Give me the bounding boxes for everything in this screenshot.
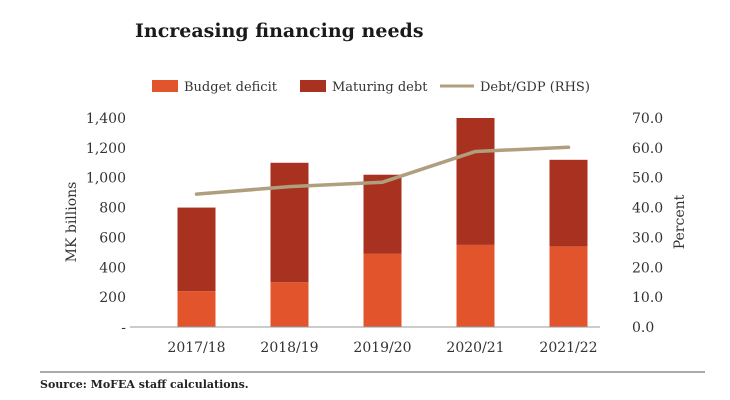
right-tick-label: 20.0 — [632, 260, 663, 276]
x-tick-label: 2019/20 — [353, 340, 411, 356]
right-tick-label: 30.0 — [632, 230, 663, 246]
legend-swatch-1 — [300, 80, 326, 92]
right-axis-ticks: 0.0 10.0 20.0 30.0 40.0 50.0 60.0 70.0 — [632, 111, 663, 336]
maturing-debt-bar-4 — [549, 159, 588, 247]
maturing-debt-bar-1 — [270, 162, 309, 283]
budget-deficit-bar-0 — [177, 291, 216, 327]
maturing-debt-bar-2 — [363, 174, 402, 254]
budget-deficit-bar-3 — [456, 244, 495, 327]
budget-deficit-bar-1 — [270, 282, 309, 327]
budget-deficit-bar-2 — [363, 253, 402, 327]
x-axis-ticks: 2017/18 2018/19 2019/20 2020/21 2021/22 — [167, 340, 597, 356]
bar-series-group — [177, 118, 588, 327]
left-tick-label: 800 — [99, 201, 126, 217]
left-tick-label: 1,000 — [86, 171, 126, 187]
legend-label-1: Maturing debt — [332, 80, 428, 95]
right-tick-label: 40.0 — [632, 201, 663, 217]
left-tick-label: 400 — [99, 260, 126, 276]
legend-label-2: Debt/GDP (RHS) — [480, 80, 590, 95]
x-tick-label: 2017/18 — [167, 340, 225, 356]
left-axis-label: MK billions — [64, 182, 80, 263]
left-tick-label: 1,200 — [86, 141, 126, 157]
x-tick-label: 2021/22 — [539, 340, 597, 356]
right-tick-label: 10.0 — [632, 290, 663, 306]
legend-swatch-0 — [152, 80, 178, 92]
maturing-debt-bar-0 — [177, 207, 216, 292]
left-tick-label: 1,400 — [86, 111, 126, 127]
budget-deficit-bar-4 — [549, 246, 588, 327]
x-tick-label: 2020/21 — [446, 340, 504, 356]
right-tick-label: 50.0 — [632, 171, 663, 187]
maturing-debt-bar-3 — [456, 118, 495, 245]
right-tick-label: 70.0 — [632, 111, 663, 127]
left-tick-label: 200 — [99, 290, 126, 306]
left-tick-label: 600 — [99, 230, 126, 246]
x-tick-label: 2018/19 — [260, 340, 318, 356]
left-tick-label: - — [121, 320, 126, 336]
chart-title: Increasing financing needs — [135, 20, 424, 42]
chart-legend: Budget deficit Maturing debt Debt/GDP (RHS… — [152, 80, 590, 95]
right-axis-label: Percent — [672, 194, 688, 249]
source-note: Source: MoFEA staff calculations. — [40, 378, 249, 391]
line-series-group — [194, 145, 571, 196]
right-tick-label: 0.0 — [632, 320, 654, 336]
legend-label-0: Budget deficit — [184, 80, 278, 95]
right-tick-label: 60.0 — [632, 141, 663, 157]
left-axis-ticks: - 200 400 600 800 1,000 1,200 1,400 — [86, 111, 126, 336]
